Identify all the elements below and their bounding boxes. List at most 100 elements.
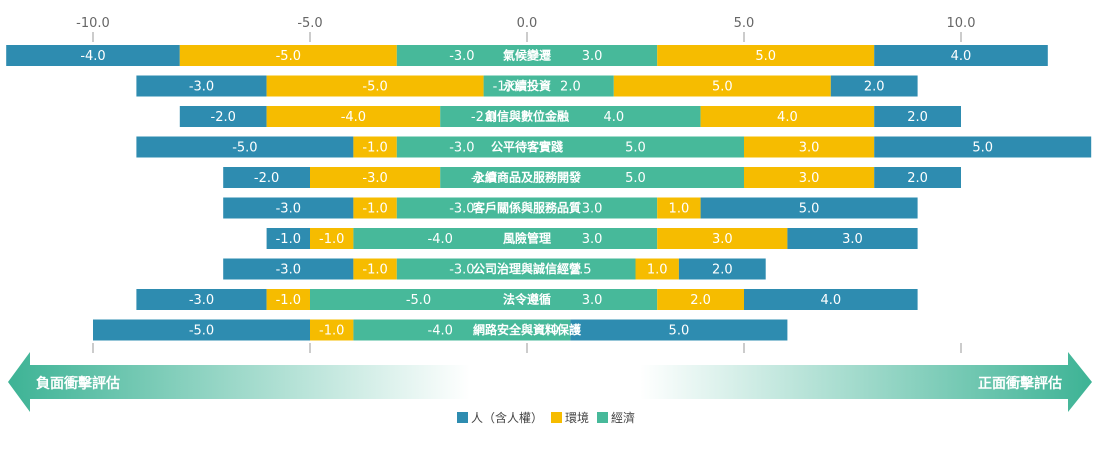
data-label-economy-positive: 4.0 (603, 110, 624, 125)
data-label-environment-negative: -1.0 (319, 232, 344, 247)
bar-segment-economy-positive (527, 45, 658, 66)
bar-segment-economy-positive (527, 319, 571, 341)
bar-segment-people-positive (678, 258, 766, 280)
legend-swatch (551, 412, 562, 423)
data-label-environment-positive: 5.0 (755, 49, 776, 64)
data-label-people-positive: 2.0 (907, 171, 928, 186)
bar-segment-economy-negative (396, 136, 527, 158)
bar-segment-economy-negative (353, 319, 527, 341)
bar-segment-economy-negative (396, 45, 527, 66)
data-label-environment-negative: -4.0 (341, 110, 366, 125)
bar-segment-environment-negative (310, 319, 354, 341)
category-label: 風險管理 (503, 231, 551, 246)
data-label-environment-positive: 3.0 (799, 171, 820, 186)
bar-segment-economy-positive (527, 136, 744, 158)
bar-segment-people-negative (223, 258, 354, 280)
x-tick-label: 10.0 (947, 16, 976, 31)
bar-segment-environment-negative (266, 106, 441, 127)
data-label-people-negative: -2.0 (254, 171, 279, 186)
category-label: 永續投資 (502, 78, 551, 93)
bar-segment-environment-positive (657, 45, 875, 66)
data-label-economy-positive: 2.0 (560, 80, 581, 95)
bar-segment-environment-negative (179, 45, 397, 66)
category-label: 公司治理與誠信經營 (473, 261, 581, 276)
data-label-environment-negative: -1.0 (362, 202, 387, 217)
data-label-economy-negative: -5.0 (406, 293, 431, 308)
bar-segment-economy-negative (396, 197, 527, 219)
category-label: 永續商品及服務開發 (472, 170, 582, 185)
bar-segment-people-positive (874, 167, 961, 188)
category-label: 氣候變遷 (503, 48, 551, 63)
data-label-people-positive: 4.0 (951, 49, 972, 64)
data-label-people-negative: -4.0 (80, 49, 105, 64)
bar-row: -1.0 -1.0 -4.0 3.0 3.0 3.0 風險管理 (266, 228, 918, 249)
data-label-people-positive: 4.0 (820, 293, 841, 308)
bar-segment-people-positive (744, 289, 918, 310)
legend-label: 人（含人權） (471, 410, 543, 425)
data-label-environment-negative: -5.0 (276, 49, 301, 64)
category-label: 公平待客實踐 (491, 139, 563, 154)
data-label-people-negative: -5.0 (232, 141, 257, 156)
legend-swatch (597, 412, 608, 423)
data-label-environment-negative: -3.0 (362, 171, 387, 186)
bar-segment-economy-negative (353, 228, 527, 249)
bar-segment-economy-positive (527, 197, 658, 219)
negative-impact-label: 負面衝擊評估 (36, 375, 120, 392)
bars: -4.0 -5.0 -3.0 3.0 5.0 4.0 氣候變遷 -3.0 -5.0 -1.0 2.0… (6, 45, 1092, 341)
data-label-economy-positive: 5.0 (625, 141, 646, 156)
data-label-economy-negative: -2.0 (471, 171, 496, 186)
data-label-economy-positive: 3.0 (582, 202, 603, 217)
bar-segment-people-positive (874, 106, 961, 127)
bar-segment-economy-negative (440, 167, 527, 188)
data-label-people-positive: 2.0 (864, 80, 885, 95)
data-label-economy-negative: -2.0 (471, 110, 496, 125)
category-label: 客戶關係與服務品質 (472, 200, 581, 215)
right-arrow-icon (640, 352, 1092, 412)
bar-row: -3.0 -1.0 -5.0 3.0 2.0 4.0 法令遵循 (136, 289, 918, 310)
data-label-people-negative: -3.0 (189, 80, 214, 95)
bar-segment-environment-positive (657, 197, 701, 219)
bar-segment-people-negative (136, 136, 354, 158)
data-label-environment-negative: -1.0 (319, 324, 344, 339)
bar-segment-people-negative (179, 106, 267, 127)
bar-row: -5.0 -1.0 -4.0 1.0 5.0 網路安全與資料保護 (93, 319, 788, 341)
data-label-people-negative: -2.0 (211, 110, 236, 125)
data-label-environment-negative: -1.0 (362, 141, 387, 156)
bar-segment-environment-positive (657, 228, 788, 249)
bar-segment-people-negative (136, 289, 267, 310)
data-label-economy-negative: -3.0 (449, 263, 474, 278)
x-axis: -10.0 -5.0 0.0 5.0 10.0 (76, 16, 975, 353)
data-label-economy-positive: 3.0 (582, 49, 603, 64)
data-label-people-positive: 2.0 (712, 263, 733, 278)
bar-row: -2.0 -3.0 -2.0 5.0 3.0 2.0 永續商品及服務開發 (223, 167, 961, 188)
bar-segment-economy-negative (396, 258, 527, 280)
bar-segment-people-negative (266, 228, 310, 249)
bar-segment-environment-positive (700, 106, 875, 127)
bar-segment-environment-positive (635, 258, 679, 280)
bar-segment-environment-positive (613, 75, 831, 97)
bar-segment-environment-negative (310, 167, 441, 188)
bar-segment-environment-negative (353, 197, 397, 219)
data-label-people-negative: -5.0 (189, 324, 214, 339)
bar-segment-environment-negative (353, 258, 397, 280)
x-tick-label: -5.0 (297, 16, 322, 31)
bar-segment-people-positive (830, 75, 918, 97)
impact-arrows: 負面衝擊評估 正面衝擊評估 (8, 352, 1092, 412)
bar-segment-environment-negative (353, 136, 397, 158)
bar-segment-economy-negative (440, 106, 527, 127)
category-label: 創信與數位金融 (484, 109, 569, 124)
bar-segment-economy-negative (483, 75, 527, 97)
data-label-economy-negative: -3.0 (449, 49, 474, 64)
data-label-environment-positive: 3.0 (712, 232, 733, 247)
data-label-environment-negative: -5.0 (362, 80, 387, 95)
data-label-people-positive: 3.0 (842, 232, 863, 247)
category-label: 法令遵循 (503, 292, 551, 307)
bar-segment-people-negative (6, 45, 180, 66)
data-label-environment-positive: 5.0 (712, 80, 733, 95)
bar-segment-people-negative (136, 75, 267, 97)
legend: 人（含人權） 環境 經濟 (457, 410, 635, 425)
legend-label: 環境 (565, 410, 589, 425)
bar-segment-economy-positive (527, 258, 636, 280)
data-label-economy-positive: 3.0 (582, 232, 603, 247)
